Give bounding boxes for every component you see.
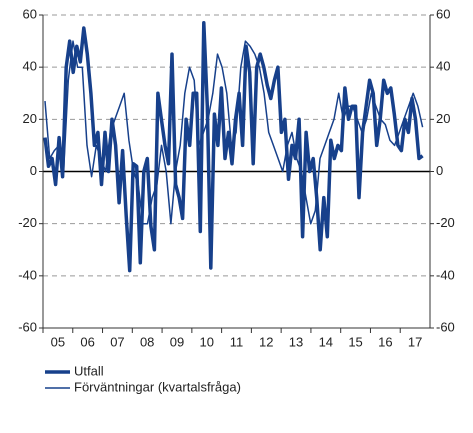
x-tick-label: 14: [319, 334, 333, 349]
x-tick-label: 15: [348, 334, 362, 349]
line-series: [43, 21, 424, 273]
x-tick-label: 12: [259, 334, 273, 349]
y2-tick-label: 40: [436, 59, 450, 74]
x-tick-label: 17: [408, 334, 422, 349]
y-tick-label: -40: [18, 267, 37, 282]
x-tick-label: 13: [289, 334, 303, 349]
y2-tick-label: 60: [436, 6, 450, 21]
x-tick-label: 08: [140, 334, 154, 349]
y2-tick-label: -60: [436, 319, 455, 334]
y-tick-label: 60: [23, 6, 37, 21]
y2-tick-label: 20: [436, 111, 450, 126]
y-tick-label: -60: [18, 319, 37, 334]
y-tick-label: 0: [30, 163, 37, 178]
y-tick-label: 40: [23, 59, 37, 74]
y-tick-label: 20: [23, 111, 37, 126]
x-tick-label: 11: [230, 334, 244, 349]
legend-label: Utfall: [74, 363, 104, 378]
y2-tick-label: 0: [436, 163, 443, 178]
legend-label: Förväntningar (kvartalsfråga): [74, 379, 241, 394]
line-series: [44, 40, 424, 225]
x-tick-label: 05: [51, 334, 65, 349]
y2-tick-label: -20: [436, 215, 455, 230]
x-tick-label: 16: [378, 334, 392, 349]
y-tick-label: -20: [18, 215, 37, 230]
x-tick-label: 06: [80, 334, 94, 349]
x-tick-label: 07: [110, 334, 124, 349]
x-tick-label: 09: [170, 334, 184, 349]
y2-tick-label: -40: [436, 267, 455, 282]
x-tick-label: 10: [199, 334, 213, 349]
